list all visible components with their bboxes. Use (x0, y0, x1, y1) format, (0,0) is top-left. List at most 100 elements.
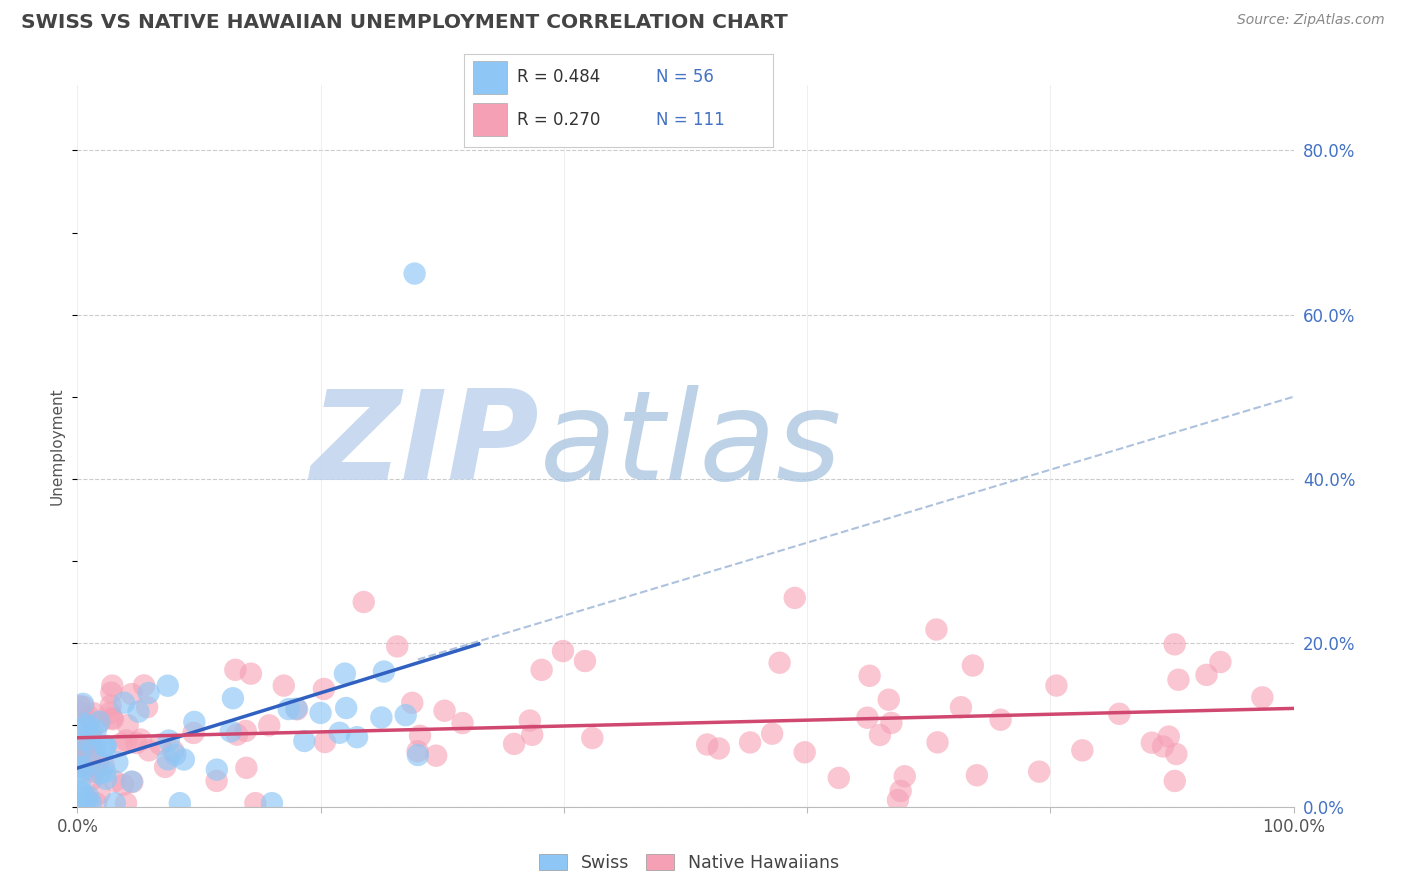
Point (100, 698, 122, 713)
Point (80, 740, 103, 755)
Point (285, 702, 308, 716)
Point (100, 686, 122, 700)
Point (581, 731, 603, 745)
Point (72, 699, 94, 714)
Point (76, 796, 98, 810)
Point (314, 735, 336, 749)
Point (333, 666, 356, 681)
Point (89, 766, 111, 780)
Point (76, 718, 98, 732)
Point (257, 718, 280, 732)
Point (89, 786, 111, 800)
Point (86, 754, 108, 768)
Point (115, 733, 138, 747)
Point (94, 772, 117, 786)
Text: N = 111: N = 111 (655, 111, 724, 128)
Text: atlas: atlas (540, 385, 842, 507)
Point (93, 758, 115, 772)
Text: ZIP: ZIP (311, 385, 540, 507)
Point (69, 746, 91, 760)
Point (966, 768, 988, 782)
Point (387, 640, 409, 654)
Point (409, 729, 432, 743)
Text: SWISS VS NATIVE HAWAIIAN UNEMPLOYMENT CORRELATION CHART: SWISS VS NATIVE HAWAIIAN UNEMPLOYMENT CO… (21, 13, 787, 32)
Point (83, 706, 105, 721)
Point (104, 774, 127, 789)
Point (149, 737, 172, 751)
Point (707, 741, 730, 756)
Point (98, 706, 121, 720)
Point (519, 714, 541, 728)
Point (80, 796, 103, 810)
Point (346, 730, 368, 744)
Point (1166, 747, 1188, 761)
Point (1108, 706, 1130, 721)
Point (761, 727, 783, 741)
Point (83, 739, 105, 753)
Point (205, 763, 228, 777)
Point (89, 714, 111, 729)
Text: R = 0.270: R = 0.270 (516, 111, 600, 128)
Point (285, 701, 308, 715)
Point (329, 726, 352, 740)
Point (125, 736, 148, 750)
Point (260, 796, 283, 810)
Point (1140, 736, 1163, 750)
Point (72, 697, 94, 711)
Point (768, 656, 790, 670)
Point (1251, 690, 1274, 705)
Text: R = 0.484: R = 0.484 (516, 69, 600, 87)
Point (84, 723, 107, 737)
Point (73, 733, 96, 747)
Point (93, 739, 115, 753)
Point (115, 796, 138, 810)
Point (370, 710, 392, 724)
Point (127, 705, 149, 719)
Point (173, 752, 195, 766)
Point (157, 733, 180, 747)
Point (335, 701, 357, 715)
Point (869, 728, 891, 742)
Point (859, 669, 882, 683)
Point (156, 752, 179, 766)
Point (503, 737, 526, 751)
Point (990, 713, 1012, 727)
Point (927, 735, 949, 749)
Point (1209, 655, 1232, 669)
Point (136, 700, 159, 714)
Legend: Swiss, Native Hawaiians: Swiss, Native Hawaiians (531, 847, 846, 879)
Point (1163, 637, 1185, 651)
Point (574, 654, 596, 668)
Point (121, 775, 143, 789)
Point (72, 716, 94, 731)
Point (522, 728, 544, 742)
Point (828, 771, 851, 785)
Point (793, 745, 815, 759)
Point (239, 666, 262, 681)
Point (226, 728, 249, 742)
Point (1152, 739, 1174, 754)
Point (83, 742, 105, 756)
Point (138, 686, 160, 700)
Point (86, 761, 108, 775)
Point (129, 732, 152, 747)
Point (101, 712, 124, 726)
Point (406, 747, 429, 762)
Point (89, 715, 111, 730)
Point (1157, 730, 1180, 744)
Point (887, 793, 910, 807)
Point (77, 789, 100, 804)
Point (224, 663, 246, 677)
Point (222, 691, 245, 706)
Text: Source: ZipAtlas.com: Source: ZipAtlas.com (1237, 13, 1385, 28)
Point (451, 716, 474, 731)
Point (80, 772, 103, 787)
Point (273, 679, 295, 693)
Point (401, 696, 423, 710)
Point (104, 796, 127, 810)
Point (1028, 764, 1050, 779)
Point (112, 696, 135, 710)
Point (183, 714, 205, 729)
Point (110, 737, 132, 751)
Point (121, 687, 143, 701)
